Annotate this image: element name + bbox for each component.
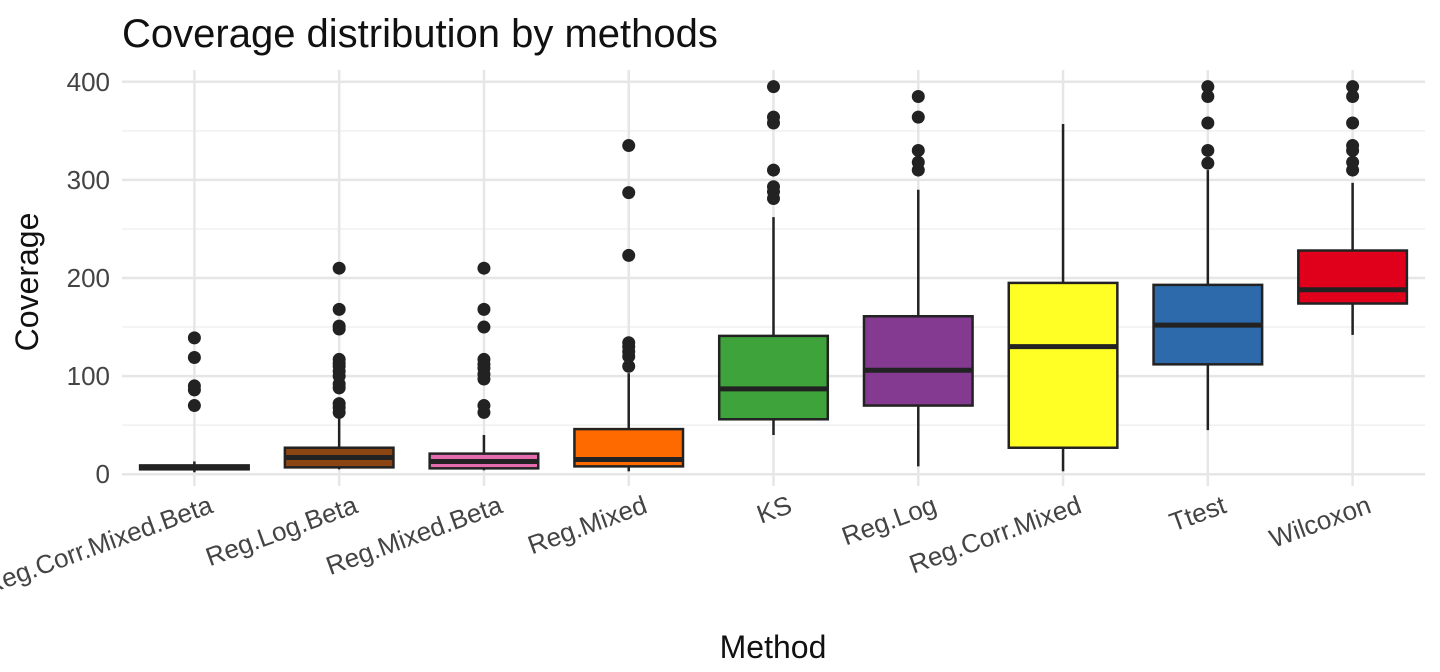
outlier-point [767,110,780,124]
outlier-point [332,319,346,333]
box-3 [428,261,540,471]
outlier-point [1346,155,1360,169]
outlier-point [1201,89,1215,103]
y-tick-label: 200 [67,263,110,293]
iqr-box [1297,249,1409,305]
outlier-point [477,399,491,413]
outlier-point [332,352,346,366]
box-9 [1297,80,1409,335]
x-tick-label: KS [753,489,796,529]
outlier-point [1201,143,1215,157]
outlier-point [477,320,491,334]
box-6 [862,89,974,467]
outlier-point [332,397,346,411]
x-tick-label: Reg.Log [838,489,941,551]
outlier-point [1201,80,1215,94]
outlier-point [1346,139,1360,153]
outlier-point [477,302,491,316]
outlier-point [767,80,780,94]
outlier-point [911,155,925,169]
outlier-point [622,336,636,350]
outlier-point [911,89,925,103]
x-tick-label: Reg.Mixed [524,489,651,560]
y-axis-title: Coverage [9,213,45,352]
box-2 [283,261,395,470]
x-tick-label: Reg.Corr.Mixed.Beta [0,489,217,600]
iqr-box [717,334,830,421]
iqr-box [1007,281,1119,449]
box-8 [1152,80,1264,431]
outlier-point [187,399,201,413]
outlier-point [622,248,636,262]
outlier-point [1346,116,1360,130]
y-tick-label: 300 [67,165,110,195]
outlier-point [1346,89,1360,103]
box-4 [573,139,685,472]
outlier-point [332,302,346,316]
x-axis: Reg.Corr.Mixed.BetaReg.Log.BetaReg.Mixed… [0,489,1375,600]
y-axis: 0 100 200 300 400 [67,67,110,489]
outlier-point [622,186,636,200]
outlier-point [622,359,636,373]
y-tick-label: 0 [96,459,110,489]
x-tick-label: Wilcoxon [1265,489,1374,553]
box-7 [1007,123,1119,472]
outlier-point [187,350,201,364]
x-tick-label: Ttest [1165,489,1230,537]
outlier-point [477,261,491,275]
outlier-point [1201,156,1215,170]
outlier-point [911,110,925,124]
outlier-point [767,163,780,177]
outlier-point [187,379,201,393]
outlier-point [332,261,346,275]
outlier-point [767,180,780,194]
x-axis-title: Method [720,629,827,665]
outlier-point [911,143,925,157]
chart-title: Coverage distribution by methods [122,12,718,56]
y-tick-label: 400 [67,67,110,97]
outlier-point [622,139,636,153]
boxes [138,80,1409,473]
box-5 [717,80,830,435]
outlier-point [1346,80,1360,94]
outlier-point [1201,116,1215,130]
outlier-point [477,352,491,366]
y-tick-label: 100 [67,361,110,391]
box-1 [138,331,250,473]
iqr-box [862,315,974,407]
outlier-point [187,331,201,345]
